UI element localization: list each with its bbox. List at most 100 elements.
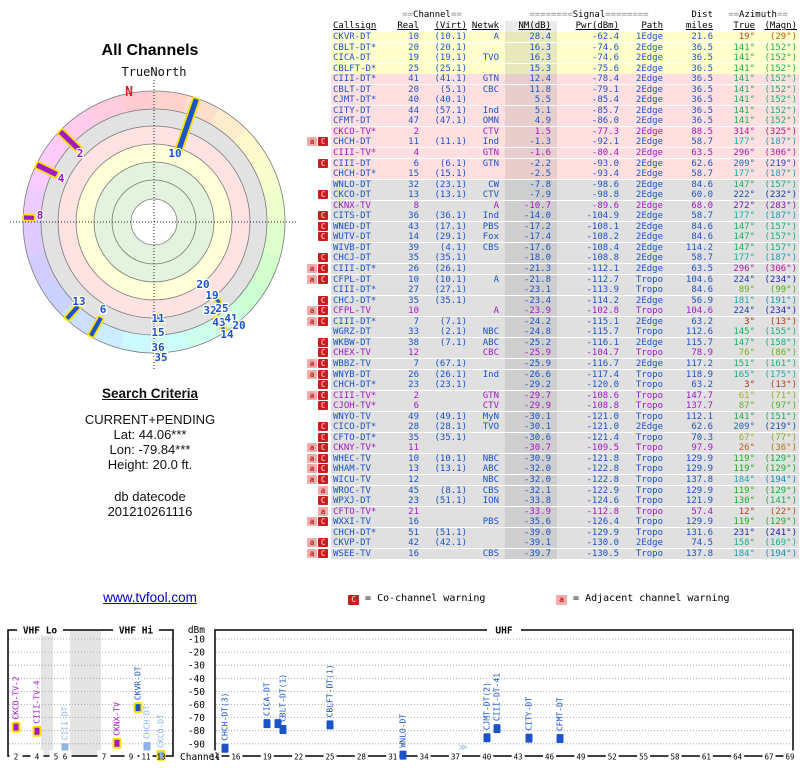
cell-virt <box>421 507 471 517</box>
cell-virt: (67.1) <box>434 358 467 369</box>
cell-magn: (152°) <box>764 63 797 74</box>
cell-real: 35 <box>408 295 419 306</box>
cell-true: 184° <box>733 474 755 485</box>
cell-callsign: CFTO-TV* <box>333 506 377 517</box>
cell-magn: (36°) <box>769 443 797 454</box>
channel-tick-label: 37 <box>451 753 460 762</box>
station-bar-label: CHCH-DT <box>143 705 152 739</box>
co-channel-warning-icon: C <box>318 295 328 305</box>
warning-markers: C <box>305 432 331 442</box>
cell-miles: 63.2 <box>691 316 713 327</box>
table-row: a C WXXI-TV 16 PBS -35.6 -126.4 Tropo 129.9 119°(… <box>305 517 800 528</box>
table-row: C WNED-DT 43 (17.1) PBS -17.2 -108.1 2Edge 84.6 1… <box>305 221 800 233</box>
radar-channel-label: 13 <box>72 295 85 308</box>
table-row-body: WNYB-DT 26 (26.1) Ind -26.6 -117.4 Tropo 118.9 1… <box>331 369 799 380</box>
tvfool-link[interactable]: www.tvfool.com <box>103 590 197 605</box>
cell-pwr: -116.7 <box>586 358 619 369</box>
radar-channel-label: 25 <box>215 302 228 315</box>
radar-channel-label: 20 <box>196 278 209 291</box>
co-channel-warning-icon: C <box>318 264 328 274</box>
table-row: CKNX-TV 8 A -10.7 -89.6 2Edge 68.0 272° (283°) <box>305 200 800 212</box>
cell-true: 141° <box>733 105 755 116</box>
warning-markers: C <box>305 211 331 221</box>
cell-magn: (152°) <box>764 42 797 53</box>
cell-miles: 88.5 <box>691 126 713 137</box>
table-row: CBLT-DT* 20 (20.1) 16.3 -74.6 2Edge 36.5 141° (1… <box>305 42 800 54</box>
cell-true: 222° <box>733 190 755 201</box>
cell-magn: (234°) <box>764 274 797 285</box>
cell-pwr: -121.0 <box>586 422 619 433</box>
cell-miles: 36.5 <box>691 95 713 106</box>
warning-markers: C <box>305 380 331 390</box>
column-header-nm: NM(dB) <box>505 21 557 32</box>
cell-path: 2Edge <box>635 337 663 348</box>
cell-virt <box>421 517 471 527</box>
cell-magn: (187°) <box>764 253 797 264</box>
band-label-chip <box>17 624 63 636</box>
cell-netwk: A <box>493 306 499 317</box>
cell-netwk <box>471 380 505 390</box>
cell-magn: (232°) <box>764 190 797 201</box>
cell-miles: 104.6 <box>685 306 713 317</box>
table-row-body: CICO-DT* 28 (28.1) TVO -30.1 -121.0 2Edge 62.6 2… <box>331 422 799 433</box>
cell-magn: (129°) <box>764 485 797 496</box>
tick-chip <box>58 750 72 762</box>
radar-channel-label: 35 <box>154 351 167 364</box>
cell-miles: 36.5 <box>691 84 713 95</box>
cell-nm: -10.7 <box>505 200 557 211</box>
cell-nm: -29.9 <box>505 401 557 412</box>
cell-pwr: -124.6 <box>586 496 619 507</box>
warning-markers: C <box>305 158 331 168</box>
cell-true: 147° <box>733 221 755 232</box>
station-signal-bar <box>493 724 501 734</box>
cell-path: Tropo <box>635 506 663 517</box>
station-bar-label: CKVR-DT <box>134 666 143 700</box>
cell-callsign: CKVP-DT <box>333 538 371 549</box>
table-row: C CKCO-DT 13 (13.1) CTV -7.9 -98.8 2Edge 60.0 222… <box>305 190 800 201</box>
cell-callsign: WSEE-TV <box>333 548 371 559</box>
cell-virt: (7.1) <box>439 337 467 348</box>
channel-tick-label: 61 <box>702 753 711 762</box>
cell-callsign: CBLT-DT* <box>333 42 377 53</box>
cell-netwk: OMN <box>482 116 499 127</box>
cell-path: 2Edge <box>635 422 663 433</box>
warning-markers: C <box>305 232 331 242</box>
vhf-lo-band-label: VHF Lo <box>23 626 58 637</box>
table-row: CITY-DT 44 (57.1) Ind 5.1 -85.7 2Edge 36.5 141° (… <box>305 105 800 117</box>
channel-tick-label: 14 <box>210 753 220 762</box>
station-signal-bar <box>11 721 21 733</box>
cell-path: 2Edge <box>635 358 663 369</box>
channel-tick-label: 9 <box>129 753 134 762</box>
cell-pwr: -109.5 <box>586 443 619 454</box>
cell-true: 224° <box>733 274 755 285</box>
co-channel-warning-icon: C <box>318 316 328 326</box>
cell-magn: (325°) <box>764 126 797 137</box>
cell-nm: -25.2 <box>505 337 557 348</box>
cell-path: 2Edge <box>635 137 663 148</box>
dbm-tick-label: -10 <box>188 635 205 646</box>
cell-path: Tropo <box>635 485 663 496</box>
cell-path: 2Edge <box>635 63 663 74</box>
tick-chip <box>260 750 274 762</box>
tick-chip <box>511 750 525 762</box>
cell-netwk: CBS <box>482 485 499 496</box>
station-bar-label: CKCO-DT <box>157 714 166 748</box>
column-header-path: Path <box>641 21 663 31</box>
cell-magn: (13°) <box>769 316 797 327</box>
cell-pwr: -115.7 <box>586 327 619 338</box>
station-bar-label: CIII-DT-41 <box>493 673 502 721</box>
cell-path: 2Edge <box>635 179 663 190</box>
radar-signal-bar <box>212 295 223 306</box>
cell-nm: -23.4 <box>505 295 557 306</box>
table-row-body: WBBZ-TV 7 (67.1) -25.9 -116.7 2Edge 117.2 151° (… <box>331 358 799 369</box>
station-signal-bar <box>263 719 271 729</box>
cell-nm: -2.5 <box>505 169 557 180</box>
radar-signal-bar <box>63 303 82 322</box>
cell-nm: -25.9 <box>505 358 557 369</box>
cell-magn: (187°) <box>764 211 797 222</box>
station-bar-label: CKCO-TV-2 <box>12 676 21 720</box>
cell-real: 26 <box>408 264 419 275</box>
